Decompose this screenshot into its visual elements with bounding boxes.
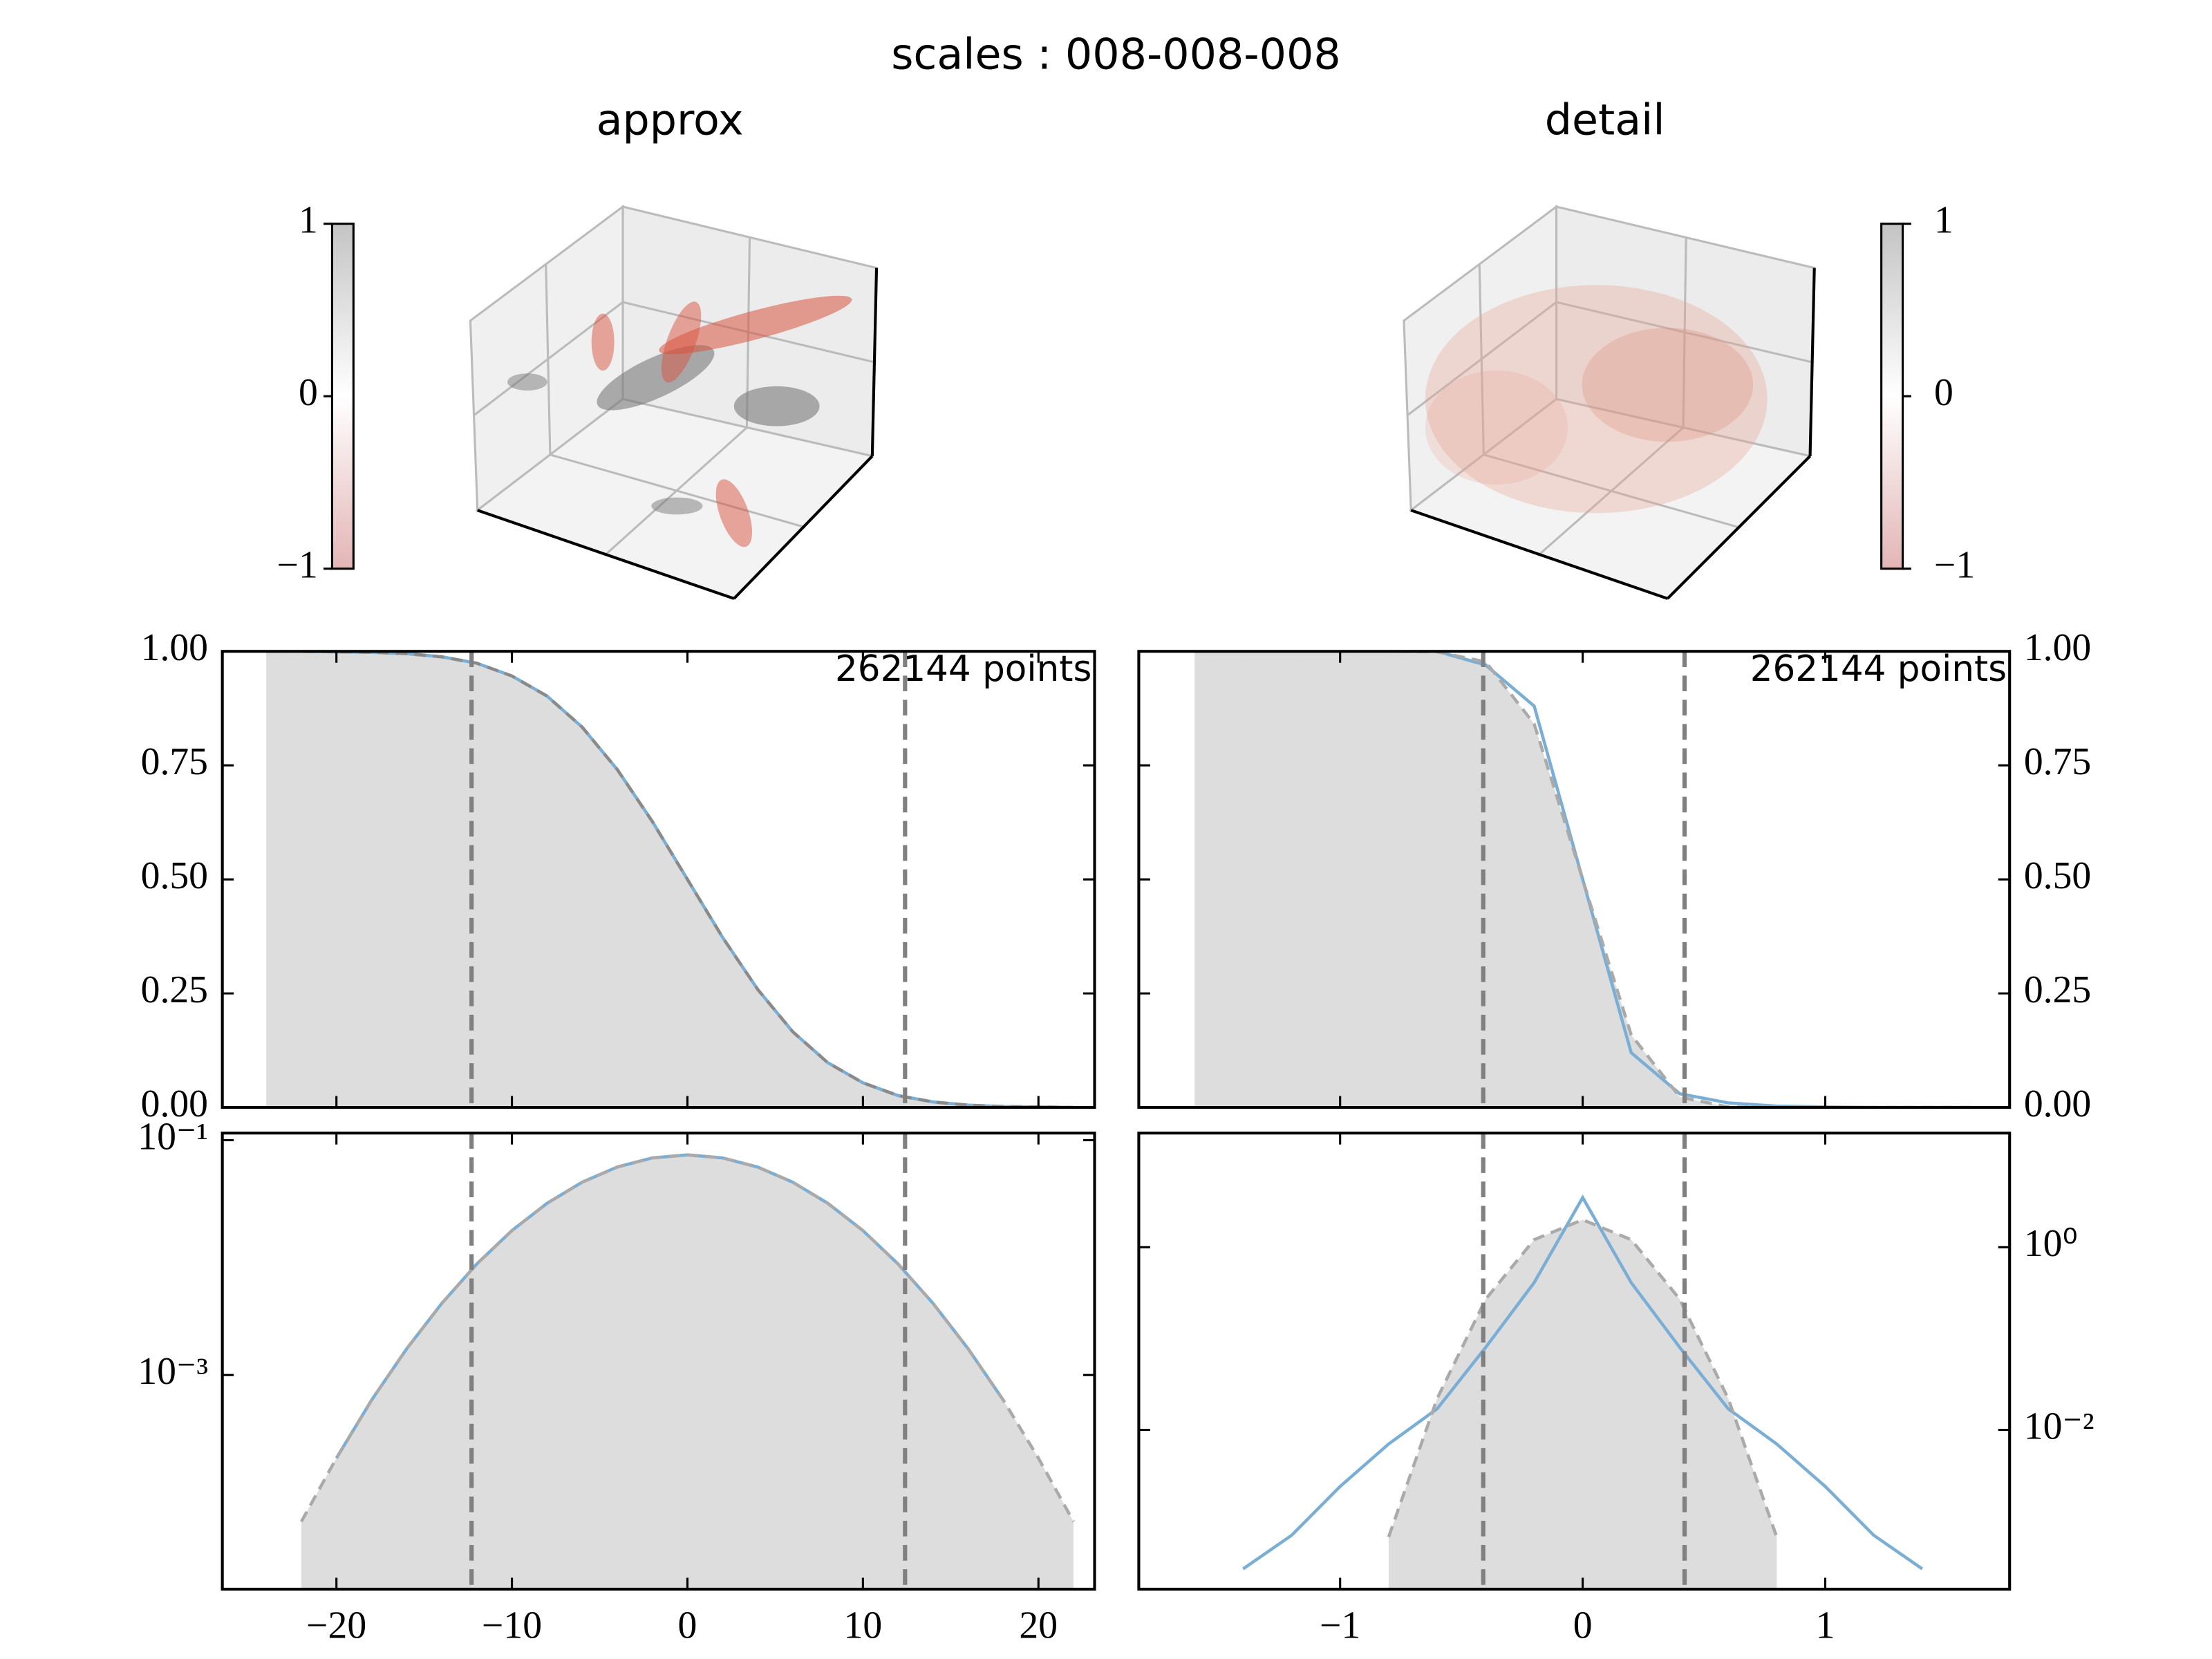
series-line — [266, 651, 1074, 1108]
axes-frame — [1137, 1132, 2012, 1591]
fill-area — [266, 651, 1074, 1108]
y-tick-label: 0.00 — [2024, 1082, 2091, 1125]
subplot-title: approx — [597, 95, 744, 144]
fill-area — [301, 1154, 1074, 1589]
axes-frame — [221, 1132, 1096, 1591]
colorbar — [1880, 223, 1904, 570]
x-tick-label: 10 — [844, 1604, 883, 1647]
y-tick-label: 0.25 — [2024, 968, 2091, 1011]
y-tick-label: 1.00 — [2024, 626, 2091, 669]
annotation: 262144 points — [1750, 648, 2007, 690]
y-tick-label: 0.50 — [141, 854, 208, 897]
y-tick-label: 0.50 — [2024, 854, 2091, 897]
colorbar-tick-label: −1 — [277, 543, 318, 586]
x-tick-label: 0 — [1573, 1604, 1593, 1647]
x-tick-label: −10 — [482, 1604, 542, 1647]
x-tick-label: −20 — [306, 1604, 366, 1647]
cube-detail — [1403, 204, 1816, 600]
x-tick-label: −1 — [1320, 1604, 1360, 1647]
plot-area — [266, 651, 1074, 1108]
plot-area — [1242, 1133, 1924, 1589]
y-tick-label: 1.00 — [141, 626, 208, 669]
x-tick-label: 1 — [1816, 1604, 1835, 1647]
plot-area — [299, 1133, 1076, 1589]
x-tick-label: 20 — [1019, 1604, 1058, 1647]
subplot-title: detail — [1545, 95, 1665, 144]
colorbar-tick-label: 0 — [299, 371, 318, 414]
y-tick-label: 0.75 — [2024, 740, 2091, 783]
figure-title: scales : 008-008-008 — [891, 30, 1340, 79]
colorbar-tick-label: −1 — [1934, 543, 1975, 586]
series-line — [1242, 1194, 1924, 1571]
y-tick-label: 10⁻³ — [138, 1350, 208, 1393]
colorbar-tick-label: 1 — [299, 198, 318, 241]
x-tick-label: 0 — [678, 1604, 697, 1647]
y-tick-label: 10⁻² — [2024, 1405, 2094, 1447]
y-tick-label: 0.25 — [141, 968, 208, 1011]
colorbar-tick-label: 1 — [1934, 198, 1953, 241]
cube-approx — [469, 204, 879, 600]
fill-area — [1194, 651, 1971, 1108]
y-tick-label: 0.00 — [141, 1082, 208, 1125]
annotation: 262144 points — [835, 648, 1091, 690]
y-tick-label: 10⁻¹ — [138, 1115, 208, 1158]
y-tick-label: 10⁰ — [2024, 1222, 2078, 1265]
colorbar-tick-label: 0 — [1934, 371, 1953, 414]
series-line — [299, 1153, 1076, 1523]
colorbar — [330, 223, 355, 570]
y-tick-label: 0.75 — [141, 740, 208, 783]
fill-area — [1388, 1219, 1777, 1589]
